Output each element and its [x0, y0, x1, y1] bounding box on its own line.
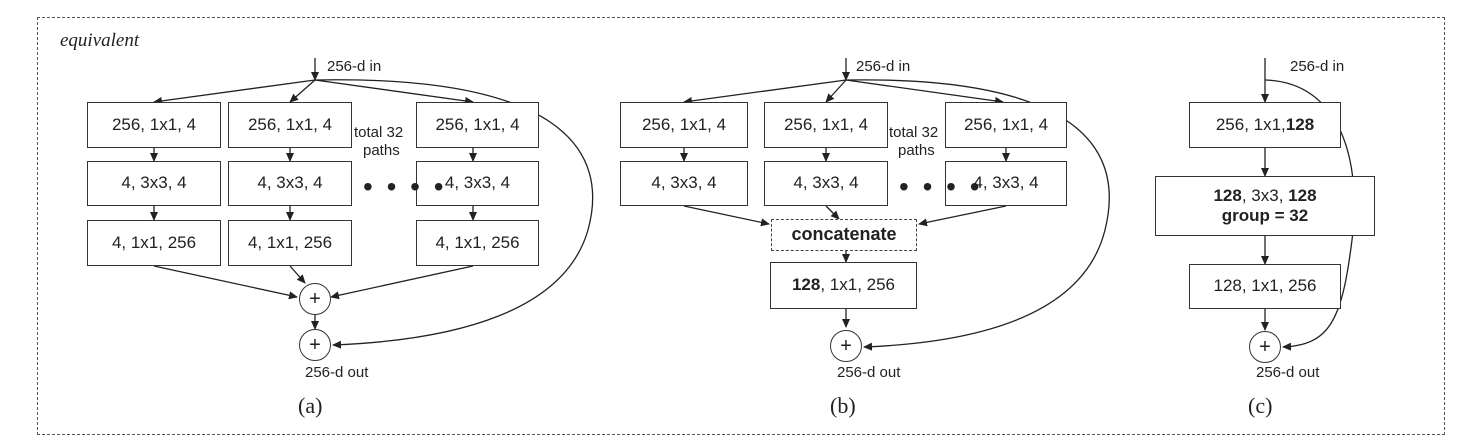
- b-path32-conv1: 256, 1x1, 4: [945, 102, 1067, 148]
- b-total-paths-line2: paths: [898, 142, 935, 159]
- a-fan-2: [289, 79, 316, 103]
- c-residual-add-node: +: [1249, 331, 1281, 363]
- a-shortcut: [314, 79, 594, 349]
- a-path2-conv1: 256, 1x1, 4: [228, 102, 352, 148]
- b-out-label: 256-d out: [837, 364, 901, 381]
- c-grouped-conv-out: 128: [1288, 185, 1317, 205]
- a-path32-conv3: 4, 1x1, 256: [416, 220, 539, 266]
- b-path2-conv1: 256, 1x1, 4: [764, 102, 888, 148]
- a-path32-conv1: 256, 1x1, 4: [416, 102, 539, 148]
- a-path1-conv2: 4, 3x3, 4: [87, 161, 221, 206]
- b-final-conv: 128, 1x1, 256: [770, 262, 917, 309]
- c-grouped-conv-in: 128: [1213, 185, 1242, 205]
- c-grouped-conv-kernel: , 3x3,: [1241, 185, 1289, 205]
- b-path1-conv1: 256, 1x1, 4: [620, 102, 748, 148]
- c-in-label: 256-d in: [1290, 58, 1345, 75]
- b-final-conv-bold: 128: [791, 275, 821, 295]
- c-caption: (c): [1248, 393, 1273, 418]
- b-path1-conv2: 4, 3x3, 4: [620, 161, 748, 206]
- c-out-label: 256-d out: [1256, 364, 1320, 381]
- c-grouped-conv-group: group = 32: [1221, 206, 1309, 225]
- a-path2-conv3: 4, 1x1, 256: [228, 220, 352, 266]
- a-total-paths-line1: total 32: [354, 124, 404, 141]
- a-fan-3: [314, 79, 474, 105]
- a-residual-add-node: +: [299, 329, 331, 361]
- a-total-paths-line2: paths: [363, 142, 400, 159]
- a-path2-conv2: 4, 3x3, 4: [228, 161, 352, 206]
- b-residual-add-node: +: [830, 330, 862, 362]
- c-conv1-plain: 256, 1x1,: [1215, 114, 1286, 134]
- c-grouped-conv-line1: 128, 3x3, 128: [1213, 186, 1316, 206]
- a-out-label: 256-d out: [305, 364, 369, 381]
- a-in-label: 256-d in: [327, 58, 382, 75]
- b-ellipsis: • • • •: [899, 171, 983, 202]
- a-ellipsis: • • • •: [363, 171, 447, 202]
- a-path1-conv3: 4, 1x1, 256: [87, 220, 221, 266]
- c-conv1-bold: 128: [1285, 114, 1315, 134]
- a-caption: (a): [298, 393, 323, 418]
- c-conv3: 128, 1x1, 256: [1189, 264, 1341, 309]
- b-final-conv-rest: , 1x1, 256: [820, 275, 896, 295]
- c-conv1: 256, 1x1, 128: [1189, 102, 1341, 148]
- equivalent-label: equivalent: [60, 30, 140, 51]
- a-fan-1: [153, 79, 316, 105]
- b-in-label: 256-d in: [856, 58, 911, 75]
- b-path2-conv2: 4, 3x3, 4: [764, 161, 888, 206]
- b-total-paths-line1: total 32: [889, 124, 939, 141]
- b-path32-conv2: 4, 3x3, 4: [945, 161, 1067, 206]
- dashed-frame: [37, 17, 1445, 435]
- b-caption: (b): [830, 393, 856, 418]
- b-concatenate-box: concatenate: [771, 219, 917, 251]
- a-path32-conv2: 4, 3x3, 4: [416, 161, 539, 206]
- b-shortcut: [845, 79, 1110, 351]
- a-path1-conv1: 256, 1x1, 4: [87, 102, 221, 148]
- a-sum-node: +: [299, 283, 331, 315]
- c-grouped-conv: 128, 3x3, 128 group = 32: [1155, 176, 1375, 236]
